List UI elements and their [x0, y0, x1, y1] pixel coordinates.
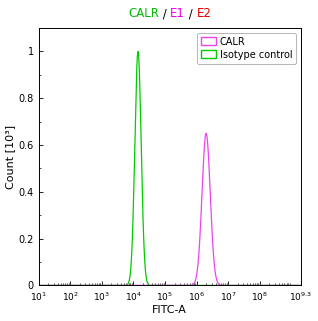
Text: CALR: CALR	[128, 7, 159, 20]
Text: /: /	[159, 7, 170, 20]
Legend: CALR, Isotype control: CALR, Isotype control	[197, 33, 296, 64]
X-axis label: FITC-A: FITC-A	[152, 306, 187, 316]
Text: E2: E2	[197, 7, 211, 20]
Text: E1: E1	[170, 7, 185, 20]
Y-axis label: Count [10³]: Count [10³]	[5, 125, 16, 189]
Text: /: /	[185, 7, 197, 20]
